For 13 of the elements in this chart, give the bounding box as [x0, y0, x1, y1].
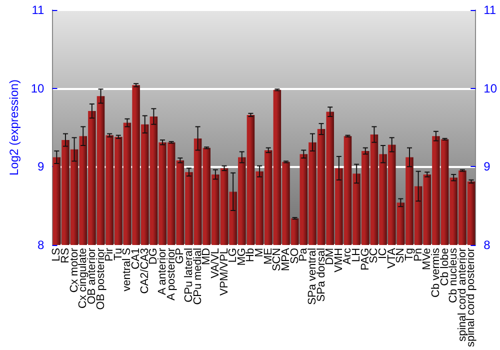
y-axis-title: Log2 (expression) [7, 79, 21, 176]
y2-tick-label: 8 [484, 238, 491, 252]
y-tick-label: 9 [38, 160, 45, 174]
y2-tick-label: 11 [484, 3, 496, 17]
y-tick-label: 11 [32, 3, 45, 17]
y-tick-label: 8 [38, 238, 45, 252]
x-tick-label: Tg [403, 248, 416, 261]
y2-tick-label: 9 [484, 160, 491, 174]
x-tick-label: RS [59, 248, 72, 264]
y2-tick-label: 10 [484, 81, 498, 96]
x-tick-label: spinal cord posterior [465, 248, 478, 348]
y-tick-label: 10 [30, 81, 45, 96]
x-tick-label: A posterior [165, 248, 178, 301]
